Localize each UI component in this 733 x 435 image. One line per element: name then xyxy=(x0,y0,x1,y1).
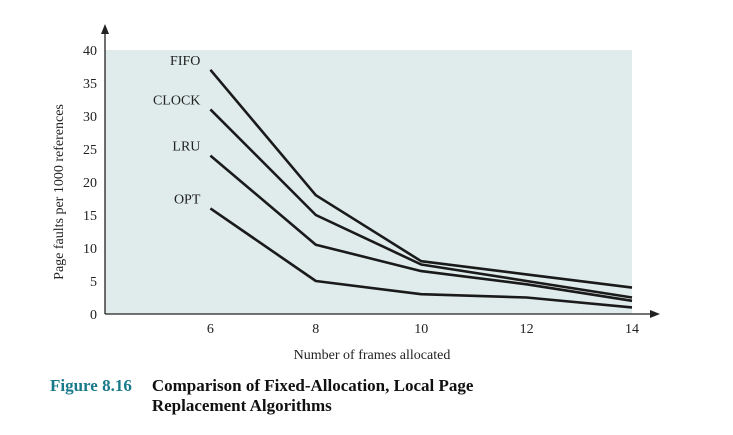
line-chart: FIFO CLOCK LRU OPT 0 5 10 15 20 25 30 35 40 6 8 10 12 1… xyxy=(52,24,660,363)
x-axis-label: Number of frames allocated xyxy=(294,348,451,363)
x-axis-arrow xyxy=(650,310,660,318)
series-line-clock xyxy=(209,108,633,299)
series-label-opt: OPT xyxy=(174,192,201,207)
y-tick-label: 35 xyxy=(83,77,97,92)
series-labels: FIFO CLOCK LRU OPT xyxy=(153,54,201,208)
series-line-opt xyxy=(209,207,633,309)
series-label-fifo: FIFO xyxy=(170,54,200,69)
x-tick-labels: 6 8 10 12 14 xyxy=(207,322,639,337)
y-tick-label: 40 xyxy=(83,44,97,59)
x-tick-label: 6 xyxy=(207,322,214,337)
y-tick-label: 30 xyxy=(83,110,97,125)
plot-background xyxy=(105,50,632,314)
series-line-lru xyxy=(209,154,633,303)
y-tick-label: 20 xyxy=(83,176,97,191)
y-tick-label: 0 xyxy=(90,308,97,323)
y-tick-labels: 0 5 10 15 20 25 30 35 40 xyxy=(83,44,97,323)
x-tick-label: 12 xyxy=(520,322,534,337)
axes xyxy=(101,24,660,318)
series-label-lru: LRU xyxy=(172,140,200,155)
series-line-fifo xyxy=(209,68,633,289)
y-tick-label: 25 xyxy=(83,143,97,158)
figure-caption: Figure 8.16 Comparison of Fixed-Allocati… xyxy=(50,376,690,416)
series-lines xyxy=(209,68,633,309)
x-tick-label: 10 xyxy=(414,322,428,337)
figure-number: Figure 8.16 xyxy=(50,376,132,395)
series-label-clock: CLOCK xyxy=(153,93,200,108)
y-axis-label: Page faults per 1000 references xyxy=(52,104,67,280)
y-axis-arrow xyxy=(101,24,109,34)
y-tick-label: 5 xyxy=(90,275,97,290)
x-tick-label: 14 xyxy=(625,322,639,337)
y-tick-label: 10 xyxy=(83,242,97,257)
figure-title: Comparison of Fixed-Allocation, Local Pa… xyxy=(151,376,474,415)
x-tick-label: 8 xyxy=(312,322,319,337)
y-tick-label: 15 xyxy=(83,209,97,224)
